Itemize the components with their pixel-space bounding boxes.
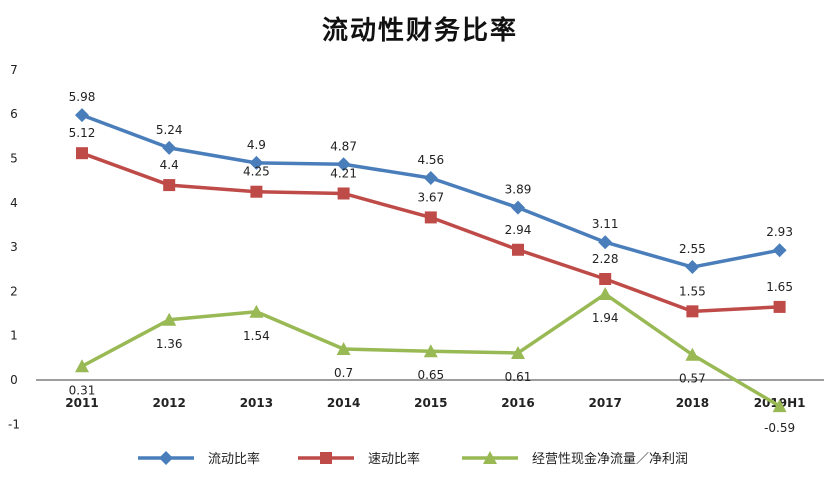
series-2-point [686, 305, 699, 318]
y-tick-label: 7 [10, 63, 18, 77]
series-1-point [75, 108, 89, 123]
data-label: 3.67 [417, 190, 444, 204]
series-2-point [76, 147, 88, 160]
y-tick-label: 0 [10, 373, 18, 387]
y-tick-label: 2 [10, 284, 18, 298]
data-label: 3.11 [592, 217, 619, 231]
data-label: 1.36 [156, 337, 183, 351]
series-3-point [598, 287, 613, 301]
series-3-point [75, 359, 89, 373]
legend-marker-3 [483, 451, 497, 464]
x-tick-label: 2015 [414, 396, 447, 410]
data-label: 1.65 [766, 280, 793, 294]
y-tick-label: 5 [10, 152, 18, 166]
data-label: 4.87 [330, 139, 357, 153]
legend-label-1: 流动比率 [208, 451, 260, 467]
series-2-point [512, 243, 524, 256]
x-tick-label: 2016 [501, 396, 534, 410]
data-label: 4.21 [330, 166, 357, 180]
legend-label-3: 经营性现金净流量／净利润 [532, 451, 688, 467]
legend-marker-2 [320, 452, 332, 464]
x-tick-label: 2018 [676, 396, 709, 410]
series-2-point [163, 179, 176, 192]
data-label: 1.55 [679, 284, 706, 298]
x-tick-label: 2014 [327, 396, 360, 410]
series-2-point [599, 272, 612, 285]
series-1-point [162, 140, 177, 155]
y-tick-label: 4 [10, 196, 18, 210]
chart-title: 流动性财务比率 [321, 16, 518, 46]
series-1-point [685, 260, 700, 275]
series-3-point [423, 344, 438, 358]
series-3-point [685, 347, 700, 361]
series-1-point [336, 157, 351, 172]
data-label: 2.28 [592, 252, 619, 266]
data-label: 5.12 [69, 126, 96, 140]
legend-label-2: 速动比率 [368, 451, 420, 467]
series-3-point [162, 312, 177, 326]
series-2-point [424, 211, 437, 224]
data-label: 2.55 [679, 242, 706, 256]
data-label: 4.4 [160, 158, 179, 172]
data-label: 0.57 [679, 372, 706, 386]
data-label: 2.93 [766, 225, 793, 239]
series-1-point [511, 200, 525, 215]
data-label: -0.59 [764, 421, 795, 435]
y-tick-label: 3 [10, 240, 18, 254]
series-1-point [249, 155, 264, 170]
x-tick-label: 2011 [65, 396, 98, 410]
series-2-point [250, 185, 263, 198]
series-3-point [511, 345, 525, 359]
y-tick-label: 1 [10, 329, 18, 343]
series-2-point [773, 300, 786, 313]
x-tick-label: 2012 [152, 396, 185, 410]
data-label: 2.94 [505, 223, 532, 237]
x-tick-label: 2017 [588, 396, 621, 410]
data-label: 1.94 [592, 311, 619, 325]
y-tick-label: 6 [10, 107, 18, 121]
series-3-point [249, 304, 264, 318]
series-3-point [772, 399, 787, 413]
data-label: 3.89 [505, 183, 532, 197]
data-label: 0.65 [417, 368, 444, 382]
series-1-point [772, 243, 787, 258]
series-1-point [598, 235, 613, 250]
data-label: 0.61 [505, 370, 532, 384]
legend-marker-1 [159, 451, 173, 465]
x-tick-label: 2013 [240, 396, 273, 410]
data-label: 0.7 [334, 366, 353, 380]
y-tick-label: -1 [8, 417, 20, 431]
data-label: 4.56 [417, 153, 444, 167]
data-label: 4.25 [243, 165, 270, 179]
series-2-point [337, 187, 350, 200]
data-label: 5.98 [69, 90, 96, 104]
data-label: 4.9 [247, 138, 266, 152]
data-label: 0.31 [69, 383, 96, 397]
series-1-point [423, 170, 438, 185]
data-label: 5.24 [156, 123, 183, 137]
series-3-point [336, 341, 351, 355]
data-label: 1.54 [243, 329, 270, 343]
